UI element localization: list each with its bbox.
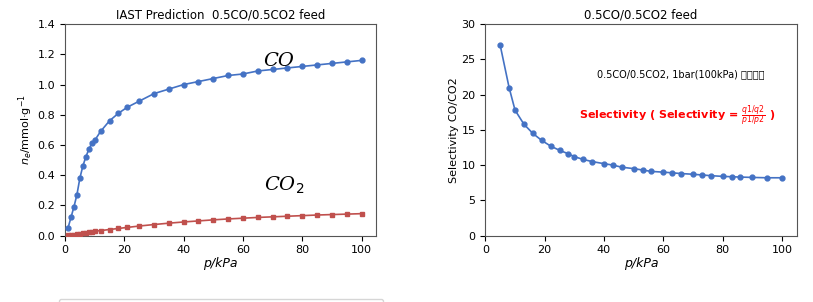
Y-axis label: Selectivity CO/CO2: Selectivity CO/CO2 <box>449 77 459 183</box>
Y-axis label: $n_e$/mmol·g$^{-1}$: $n_e$/mmol·g$^{-1}$ <box>16 95 35 165</box>
Legend: 30mmol_Cu@MDC(A200)_CO, 30mmol_Cu@MDC(A200)_CO2: 30mmol_Cu@MDC(A200)_CO, 30mmol_Cu@MDC(A2… <box>59 299 383 302</box>
X-axis label: p/kPa: p/kPa <box>624 257 659 270</box>
Text: 0.5CO/0.5CO2, 1bar(100kPa) 조건에서: 0.5CO/0.5CO2, 1bar(100kPa) 조건에서 <box>598 69 765 79</box>
Title: IAST Prediction  0.5CO/0.5CO2 feed: IAST Prediction 0.5CO/0.5CO2 feed <box>116 8 325 22</box>
Text: CO: CO <box>263 53 294 70</box>
X-axis label: p/kPa: p/kPa <box>203 257 238 270</box>
Text: CO$_2$: CO$_2$ <box>263 175 304 196</box>
Text: Selectivity ( Selectivity = $\frac{q1/q2}{p1/p2}$ ): Selectivity ( Selectivity = $\frac{q1/q2… <box>579 103 775 129</box>
Title: 0.5CO/0.5CO2 feed: 0.5CO/0.5CO2 feed <box>585 8 698 22</box>
